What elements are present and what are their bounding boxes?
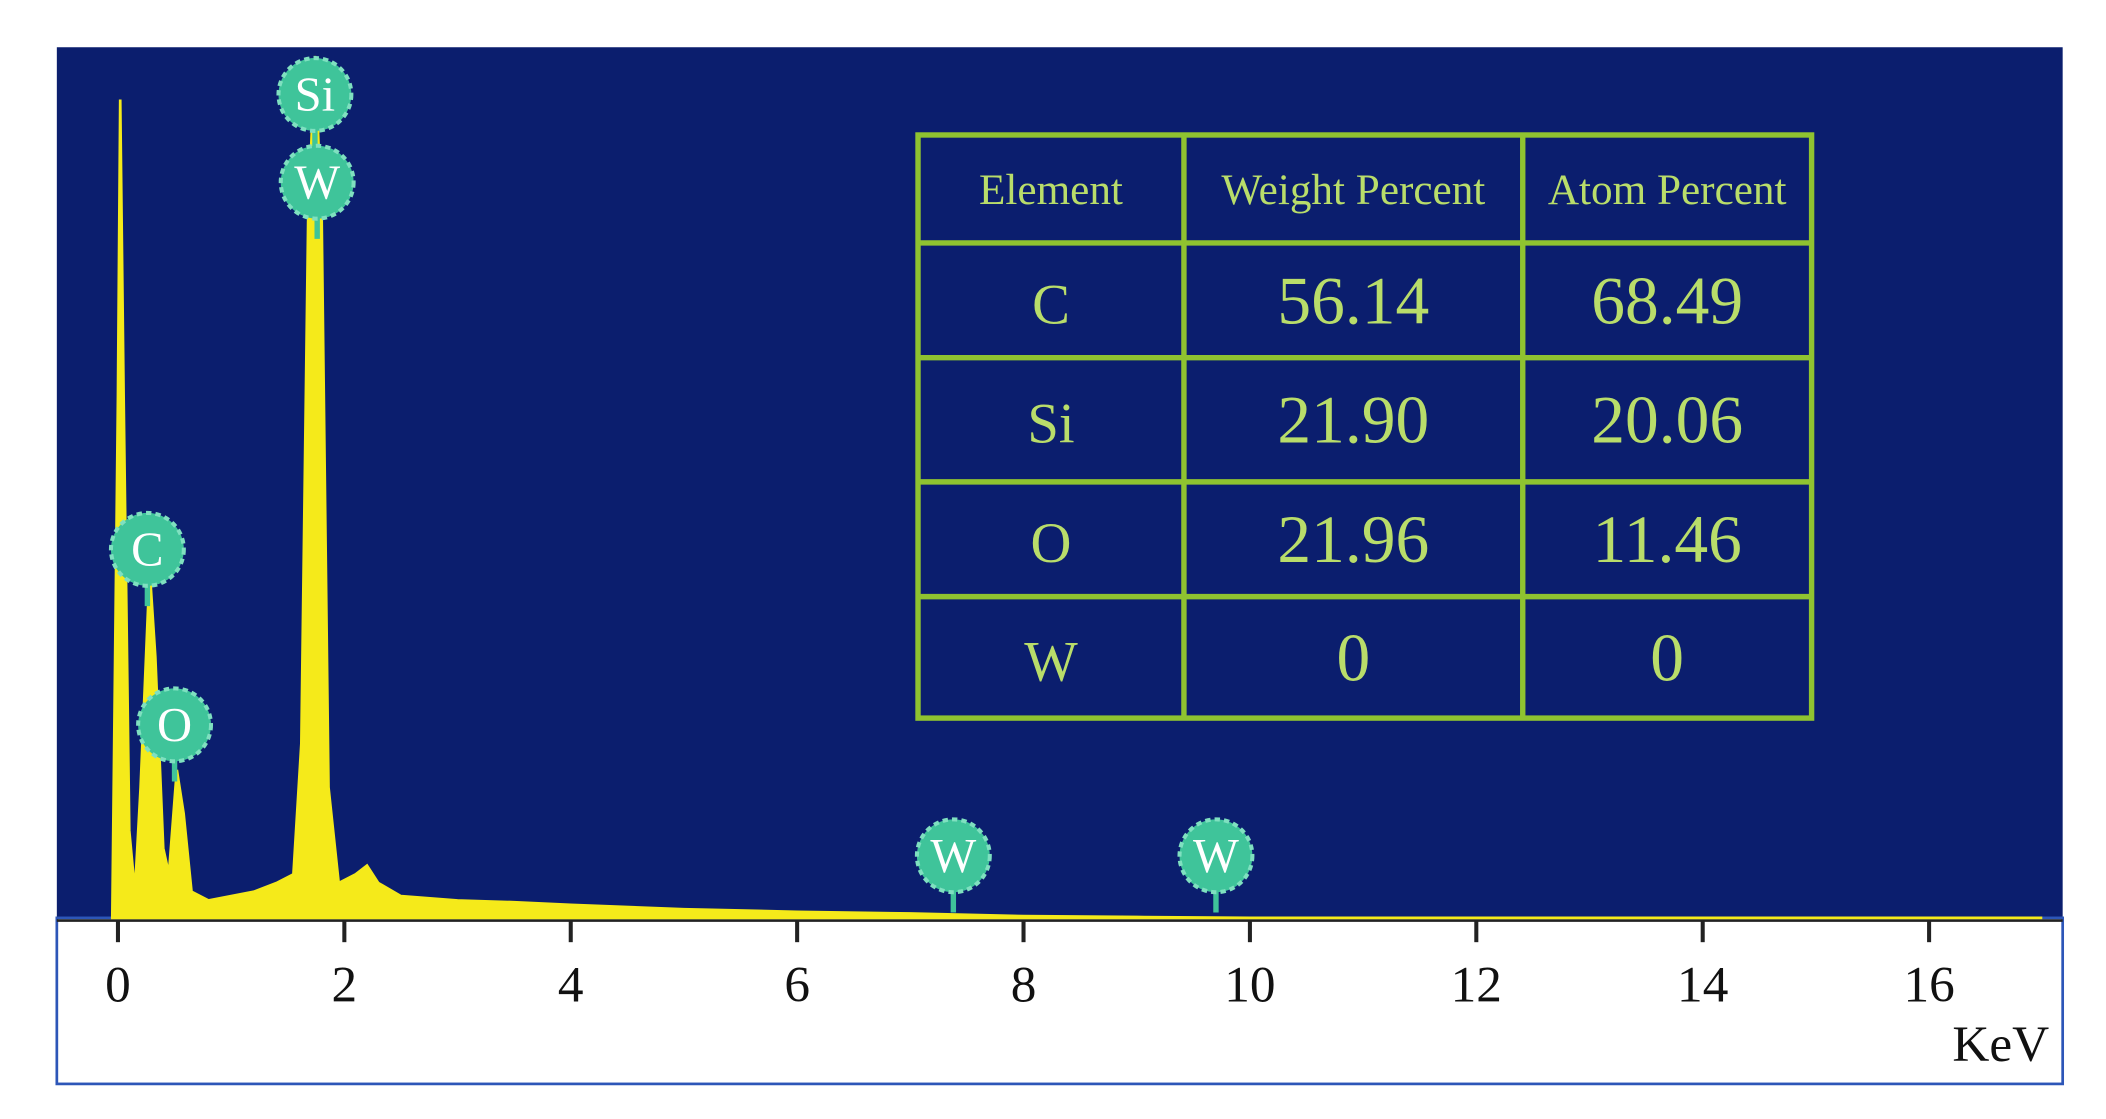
peak-label: O <box>157 698 192 752</box>
table-cell: 68.49 <box>1591 263 1743 338</box>
x-tick-label: 6 <box>784 957 810 1014</box>
x-tick-label: 8 <box>1011 957 1037 1014</box>
x-tick-label: 10 <box>1224 957 1275 1014</box>
table-cell: 56.14 <box>1277 263 1429 338</box>
peak-badge <box>278 143 356 221</box>
table-header: Element <box>979 167 1123 214</box>
spectrum <box>110 55 2043 920</box>
x-tick-label: 14 <box>1677 957 1728 1014</box>
table-cell: 0 <box>1650 620 1684 695</box>
x-axis-label: KeV <box>1952 1016 2049 1073</box>
composition-table: Element Weight Percent Atom Percent C 56.14 6… <box>915 132 1815 721</box>
x-tick-label: 0 <box>105 957 131 1014</box>
peak-badge <box>136 686 214 764</box>
peak-label: C <box>131 523 163 577</box>
table-cell: Si <box>1027 393 1074 456</box>
table-cell: 21.90 <box>1277 383 1429 458</box>
table-cell: W <box>1024 630 1078 693</box>
axis-band <box>55 916 2065 1086</box>
peak-label: W <box>294 155 340 209</box>
peak-badge <box>108 510 186 588</box>
table-cell: 11.46 <box>1592 502 1741 577</box>
table-cell: 21.96 <box>1277 502 1429 577</box>
x-tick-label: 2 <box>332 957 358 1014</box>
peak-badge <box>276 56 354 133</box>
table-header: Weight Percent <box>1221 167 1485 214</box>
table-cell: O <box>1030 512 1071 575</box>
table-cell: 0 <box>1336 620 1370 695</box>
peak-label: Si <box>295 68 336 122</box>
x-tick-label: 16 <box>1903 957 1954 1014</box>
peak-label: W <box>1193 829 1239 883</box>
peak-badge <box>1177 817 1255 895</box>
table-cell: C <box>1032 273 1070 336</box>
peak-badge <box>914 817 992 895</box>
table-header: Atom Percent <box>1548 167 1787 214</box>
x-tick-label: 4 <box>558 957 584 1014</box>
peak-label: W <box>930 829 976 883</box>
table-cell: 20.06 <box>1591 383 1743 458</box>
table-border <box>915 132 1815 721</box>
x-tick-label: 12 <box>1451 957 1502 1014</box>
